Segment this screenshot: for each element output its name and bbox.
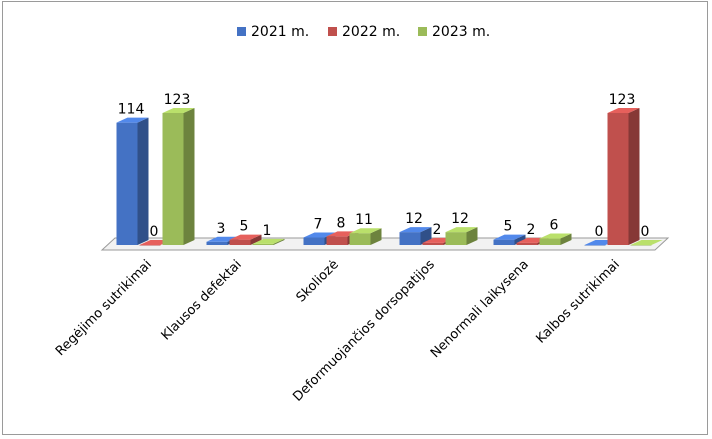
data-label: 8	[337, 215, 346, 231]
data-label: 123	[609, 92, 636, 108]
data-label: 2	[527, 222, 536, 238]
legend-label: 2022 m.	[342, 24, 400, 40]
data-label: 12	[451, 211, 469, 227]
category-label: Klausos defektai	[159, 257, 245, 343]
legend: 2021 m. 2022 m. 2023 m.	[237, 24, 490, 40]
legend-swatch	[237, 27, 246, 36]
bars	[116, 108, 663, 246]
data-label: 5	[504, 219, 513, 235]
data-label: 123	[164, 92, 191, 108]
category-label: Regėjimo sutrikimai	[53, 257, 155, 359]
data-label: 0	[595, 224, 604, 240]
data-label: 1	[263, 223, 272, 239]
bar	[630, 240, 663, 246]
legend-label: 2023 m.	[432, 24, 490, 40]
bar	[162, 108, 195, 245]
bar	[493, 234, 526, 245]
legend-swatch	[418, 27, 427, 36]
bar	[607, 108, 640, 245]
legend-label: 2021 m.	[251, 24, 309, 40]
bar	[229, 234, 262, 245]
bar	[445, 227, 478, 245]
data-label: 3	[217, 221, 226, 237]
category-label: Nenormali laikysena	[428, 257, 532, 361]
bar	[349, 228, 382, 245]
data-label: 0	[641, 224, 650, 240]
data-label: 7	[314, 216, 323, 232]
bar	[116, 117, 149, 245]
legend-swatch	[328, 27, 337, 36]
category-labels: Regėjimo sutrikimai Klausos defektai Skoli…	[53, 257, 623, 405]
data-label: 6	[550, 218, 559, 234]
data-label: 0	[150, 224, 159, 240]
category-label: Kalbos sutrikimai	[533, 257, 622, 346]
bar	[399, 227, 432, 245]
bar	[252, 238, 285, 245]
bar	[539, 233, 572, 245]
data-label: 11	[355, 212, 373, 228]
data-label: 114	[118, 102, 145, 118]
category-label: Skoliozė	[294, 257, 342, 305]
data-label: 2	[433, 222, 442, 238]
data-label: 12	[405, 211, 423, 227]
data-label: 5	[240, 219, 249, 235]
